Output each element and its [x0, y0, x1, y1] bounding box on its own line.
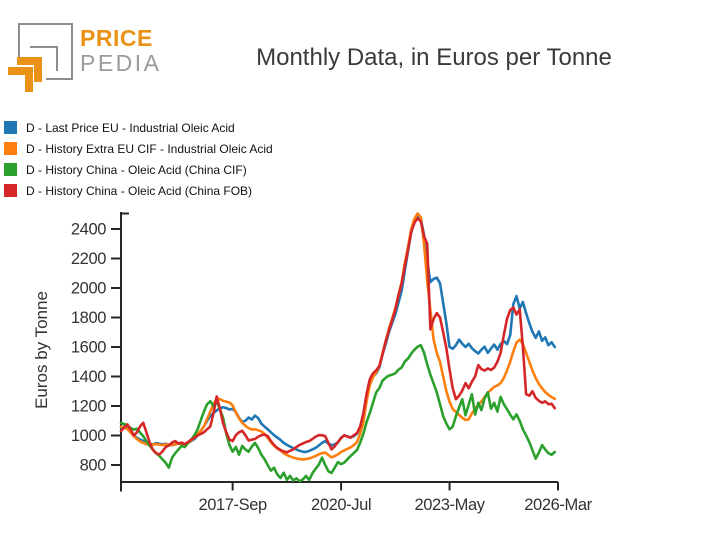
logo-text: PRICE PEDIA	[80, 26, 162, 76]
x-tick-label: 2023-May	[414, 496, 485, 514]
legend-item-extra-eu-cif[interactable]: D - History Extra EU CIF - Industrial Ol…	[4, 138, 273, 159]
legend-swatch-red	[4, 184, 17, 197]
series-line-2	[119, 343, 557, 483]
legend-item-eu-last-price[interactable]: D - Last Price EU - Industrial Oleic Aci…	[4, 117, 273, 138]
logo-text-pedia: PEDIA	[80, 50, 162, 76]
logo-orange-bracket-lower	[8, 67, 33, 92]
y-tick-label: 1800	[71, 309, 106, 327]
y-tick-label: 2200	[71, 250, 106, 268]
y-tick-label: 1000	[71, 427, 106, 445]
y-tick-label: 1600	[71, 339, 106, 357]
y-axis-title: Euros by Tonne	[32, 291, 51, 409]
y-tick-label: 1200	[71, 398, 106, 416]
legend-label: D - History China - Oleic Acid (China FO…	[26, 183, 253, 198]
series-line-1	[119, 212, 557, 461]
legend-swatch-green	[4, 163, 17, 176]
legend-label: D - Last Price EU - Industrial Oleic Aci…	[26, 120, 235, 135]
legend-label: D - History Extra EU CIF - Industrial Ol…	[26, 141, 273, 156]
pricepedia-logo-icon	[8, 10, 86, 105]
y-tick-label: 800	[80, 457, 107, 475]
legend-swatch-blue	[4, 121, 17, 134]
legend-label: D - History China - Oleic Acid (China CI…	[26, 162, 247, 177]
y-tick-label: 1400	[71, 368, 106, 386]
y-tick-label: 2400	[71, 221, 106, 239]
legend-item-china-fob[interactable]: D - History China - Oleic Acid (China FO…	[4, 180, 273, 201]
y-tick-label: 2000	[71, 280, 106, 298]
chart-title: Monthly Data, in Euros per Tonne	[256, 44, 612, 71]
logo-orange-bracket-upper	[17, 57, 42, 82]
logo-text-price: PRICE	[80, 25, 153, 51]
chart-legend: D - Last Price EU - Industrial Oleic Aci…	[4, 117, 273, 201]
series-line-3	[119, 217, 557, 456]
x-tick-label: 2026-Mar	[524, 496, 592, 514]
x-tick-label: 2017-Sep	[198, 496, 267, 514]
legend-item-china-cif[interactable]: D - History China - Oleic Acid (China CI…	[4, 159, 273, 180]
series-line-0	[119, 214, 557, 454]
x-tick-label: 2020-Jul	[311, 496, 371, 514]
legend-swatch-orange	[4, 142, 17, 155]
pricepedia-logo: PRICE PEDIA	[8, 10, 183, 105]
logo-gray-bracket	[30, 46, 58, 71]
